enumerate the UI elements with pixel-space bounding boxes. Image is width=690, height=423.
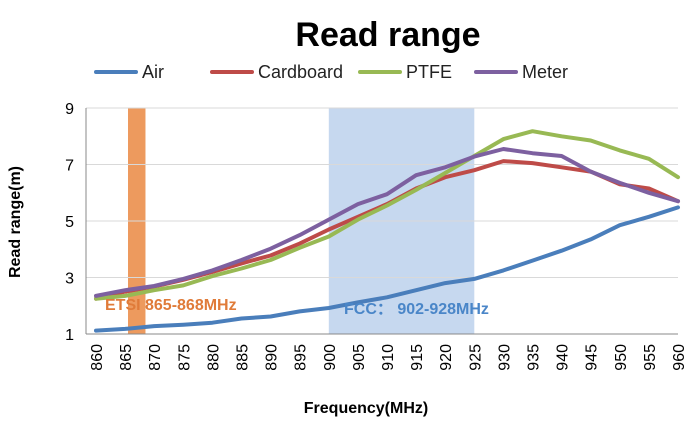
- x-tick-label: 875: [176, 344, 193, 371]
- x-tick-label: 940: [555, 344, 572, 371]
- y-tick-label: 1: [65, 327, 74, 344]
- x-tick-label: 920: [438, 344, 455, 371]
- x-tick-label: 915: [409, 344, 426, 371]
- y-axis-label: Read range(m): [7, 166, 24, 278]
- series-line-meter: [94, 147, 680, 298]
- x-tick-label: 930: [496, 344, 513, 371]
- x-tick-label: 960: [671, 344, 688, 371]
- x-tick-label: 890: [264, 344, 281, 371]
- x-tick-label: 870: [147, 344, 164, 371]
- x-tick-label: 905: [351, 344, 368, 371]
- legend-label-ptfe: PTFE: [406, 62, 452, 82]
- x-tick-label: 935: [526, 344, 543, 371]
- y-tick-label: 3: [65, 271, 74, 288]
- x-tick-label: 860: [89, 344, 106, 371]
- x-tick-label: 955: [642, 344, 659, 371]
- y-tick-label: 9: [65, 101, 74, 118]
- legend-label-meter: Meter: [522, 62, 568, 82]
- x-tick-label: 885: [235, 344, 252, 371]
- chart-title: Read range: [295, 16, 480, 54]
- x-axis-label: Frequency(MHz): [304, 400, 428, 417]
- legend-label-air: Air: [142, 62, 164, 82]
- y-tick-labels: 1 3 5 7 9: [65, 101, 74, 344]
- legend-label-cardboard: Cardboard: [258, 62, 343, 82]
- x-tick-label: 950: [613, 344, 630, 371]
- series-line-air: [94, 205, 680, 333]
- x-tick-label: 900: [322, 344, 339, 371]
- y-tick-label: 7: [65, 158, 74, 175]
- x-tick-label: 910: [380, 344, 397, 371]
- series-lines: [94, 129, 680, 333]
- x-tick-label: 880: [205, 344, 222, 371]
- band-label-0: ETSI 865-868MHz: [105, 297, 237, 314]
- x-tick-label: 865: [118, 344, 135, 371]
- x-tick-labels: 860 865 870 875 880 885 890 895 900 905 910 915 920 9…: [89, 344, 688, 371]
- x-tick-label: 925: [467, 344, 484, 371]
- band-labels: ETSI 865-868MHz FCC： 902-928MHz: [105, 297, 489, 318]
- x-tick-label: 945: [584, 344, 601, 371]
- series-line-ptfe: [94, 129, 680, 301]
- band-label-1: FCC： 902-928MHz: [344, 301, 489, 318]
- y-tick-label: 5: [65, 214, 74, 231]
- x-tick-label: 895: [293, 344, 310, 371]
- legend: Air Cardboard PTFE Meter: [94, 62, 568, 82]
